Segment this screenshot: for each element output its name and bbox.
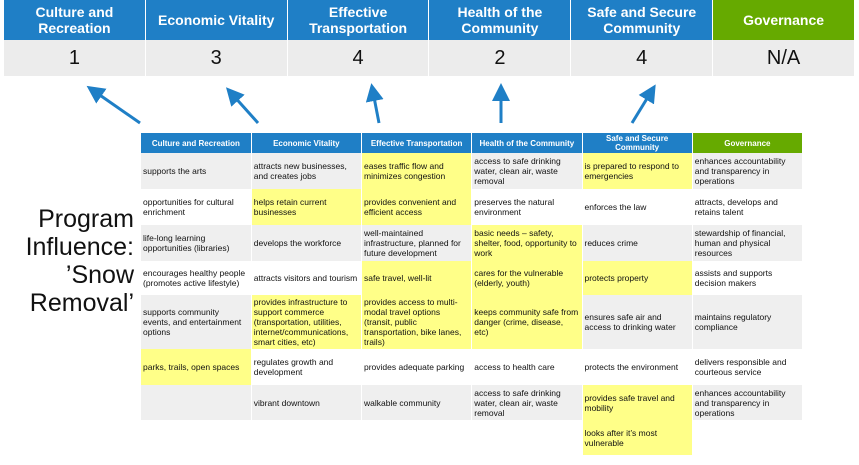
table-cell: looks after it’s most vulnerable bbox=[582, 420, 693, 455]
table-cell bbox=[692, 420, 804, 455]
label-line: Program bbox=[38, 205, 134, 233]
summary-value: 2 bbox=[429, 40, 572, 76]
table-cell: vibrant downtown bbox=[251, 385, 363, 420]
summary-header: Safe and Secure Community bbox=[571, 0, 714, 40]
label-line: Influence: bbox=[25, 233, 134, 261]
table-cell: parks, trails, open spaces bbox=[141, 349, 252, 385]
table-cell bbox=[251, 420, 363, 455]
table-cell: provides infrastructure to support comme… bbox=[251, 295, 363, 349]
table-row: parks, trails, open spaces regulates grow… bbox=[141, 349, 804, 385]
table-cell: helps retain current businesses bbox=[251, 189, 363, 225]
table-row: opportunities for cultural enrichment hel… bbox=[141, 189, 804, 225]
column-header: Culture and Recreation bbox=[141, 133, 252, 153]
table-cell: protects the environment bbox=[582, 349, 693, 385]
table-cell: opportunities for cultural enrichment bbox=[141, 189, 252, 225]
arrow-icon bbox=[365, 83, 384, 124]
table-cell: supports the arts bbox=[141, 153, 252, 189]
table-cell: preserves the natural environment bbox=[471, 189, 583, 225]
table-cell: assists and supports decision makers bbox=[692, 261, 804, 295]
table-cell: delivers responsible and courteous servi… bbox=[692, 349, 804, 385]
table-cell: provides safe travel and mobility bbox=[582, 385, 693, 420]
summary-value: 4 bbox=[571, 40, 714, 76]
table-cell: develops the workforce bbox=[251, 225, 363, 261]
table-cell: provides convenient and efficient access bbox=[361, 189, 473, 225]
table-cell: encourages healthy people (promotes acti… bbox=[141, 261, 252, 295]
table-row: supports community events, and entertain… bbox=[141, 295, 804, 349]
summary-header: Governance bbox=[713, 0, 855, 40]
summary-value: 4 bbox=[287, 40, 430, 76]
arrow-icon bbox=[86, 85, 141, 125]
table-cell: supports community events, and entertain… bbox=[141, 295, 252, 349]
summary-value: 3 bbox=[145, 40, 288, 76]
table-cell: attracts new businesses, and creates job… bbox=[251, 153, 363, 189]
arrow-icon bbox=[630, 84, 656, 124]
summary-value: N/A bbox=[713, 40, 855, 76]
table-cell: regulates growth and development bbox=[251, 349, 363, 385]
table-row: supports the arts attracts new businesses… bbox=[141, 153, 804, 189]
table-cell: enhances accountability and transparency… bbox=[692, 153, 804, 189]
summary-header: Economic Vitality bbox=[145, 0, 288, 40]
table-row: encourages healthy people (promotes acti… bbox=[141, 261, 804, 295]
table-cell bbox=[141, 385, 252, 420]
table-cell bbox=[361, 420, 473, 455]
table-cell: safe travel, well-lit bbox=[361, 261, 473, 295]
summary-header: Health of the Community bbox=[429, 0, 572, 40]
summary-header: Effective Transportation bbox=[287, 0, 430, 40]
column-header: Economic Vitality bbox=[251, 133, 363, 153]
arrow-icon bbox=[225, 87, 260, 125]
table-cell bbox=[141, 420, 252, 455]
table-cell: attracts visitors and tourism bbox=[251, 261, 363, 295]
table-cell: keeps community safe from danger (crime,… bbox=[471, 295, 583, 349]
table-cell: walkable community bbox=[361, 385, 473, 420]
column-header: Health of the Community bbox=[471, 133, 583, 153]
table-cell: enhances accountability and transparency… bbox=[692, 385, 804, 420]
column-header: Safe and Secure Community bbox=[582, 133, 693, 153]
table-cell: access to safe drinking water, clean air… bbox=[471, 153, 583, 189]
summary-value: 1 bbox=[4, 40, 146, 76]
table-cell: protects property bbox=[582, 261, 693, 295]
table-cell: is prepared to respond to emergencies bbox=[582, 153, 693, 189]
label-line: ’Snow bbox=[65, 261, 134, 289]
table-cell: access to health care bbox=[471, 349, 583, 385]
table-cell: access to safe drinking water, clean air… bbox=[471, 385, 583, 420]
priorities-table: Culture and Recreation Economic Vitality E… bbox=[141, 133, 804, 455]
summary-header: Culture and Recreation bbox=[4, 0, 146, 40]
influence-summary: Culture and Recreation Economic Vitality E… bbox=[4, 0, 855, 76]
table-cell: eases traffic flow and minimizes congest… bbox=[361, 153, 473, 189]
label-line: Removal’ bbox=[29, 289, 134, 317]
table-cell: ensures safe air and access to drinking … bbox=[582, 295, 693, 349]
program-influence-label: Program Influence: ’Snow Removal’ bbox=[8, 205, 134, 317]
table-cell: provides adequate parking bbox=[361, 349, 473, 385]
table-cell: stewardship of financial, human and phys… bbox=[692, 225, 804, 261]
table-cell bbox=[471, 420, 583, 455]
table-cell: basic needs – safety, shelter, food, opp… bbox=[471, 225, 583, 261]
table-row: looks after it’s most vulnerable bbox=[141, 420, 804, 455]
table-cell: maintains regulatory compliance bbox=[692, 295, 804, 349]
table-cell: life-long learning opportunities (librar… bbox=[141, 225, 252, 261]
table-cell: well-maintained infrastructure, planned … bbox=[361, 225, 473, 261]
table-cell: enforces the law bbox=[582, 189, 693, 225]
table-row: life-long learning opportunities (librar… bbox=[141, 225, 804, 261]
table-row: vibrant downtown walkable community access… bbox=[141, 385, 804, 420]
table-cell: provides access to multi-modal travel op… bbox=[361, 295, 473, 349]
column-header: Governance bbox=[692, 133, 804, 153]
column-header: Effective Transportation bbox=[361, 133, 473, 153]
table-cell: reduces crime bbox=[582, 225, 693, 261]
table-cell: cares for the vulnerable (elderly, youth… bbox=[471, 261, 583, 295]
table-cell: attracts, develops and retains talent bbox=[692, 189, 804, 225]
